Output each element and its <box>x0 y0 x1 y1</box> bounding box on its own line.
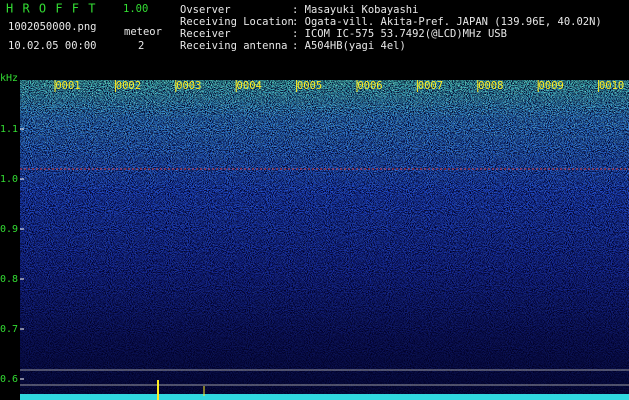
time-label: 0001 <box>55 80 80 92</box>
info-label: Receiver <box>180 28 231 40</box>
time-label: 0005 <box>297 80 322 92</box>
info-value: : Masayuki Kobayashi <box>292 4 418 16</box>
time-label: 0009 <box>539 80 564 92</box>
y-tick-label: 0.9 <box>0 224 18 235</box>
info-label: Receiving antenna <box>180 40 287 52</box>
bottom-band <box>20 394 629 400</box>
time-label: 0006 <box>357 80 382 92</box>
meteor-label: meteor <box>124 26 162 38</box>
y-tick-label: 0.6 <box>0 374 18 385</box>
meteor-count: 2 <box>138 40 144 52</box>
info-label: Ovserver <box>180 4 231 16</box>
timestamp: 10.02.05 00:00 <box>8 40 97 52</box>
info-value: : A504HB(yagi 4el) <box>292 40 406 52</box>
info-value: : ICOM IC-575 53.7492(@LCD)MHz USB <box>292 28 507 40</box>
y-tick-label: 0.8 <box>0 274 18 285</box>
axis: 1.1 1.0 0.9 0.8 0.7 0.6 0001 0002 0003 0004 0005 00… <box>0 80 624 385</box>
time-label: 0003 <box>176 80 201 92</box>
app-name: H R O F F T <box>6 2 96 16</box>
file-name: 1002050000.png <box>8 21 97 33</box>
y-tick-label: 1.1 <box>0 124 18 135</box>
time-label: 0007 <box>418 80 443 92</box>
y-tick-label: 1.0 <box>0 174 18 185</box>
app-version: 1.00 <box>123 3 148 15</box>
time-label: 0008 <box>478 80 503 92</box>
time-label: 0002 <box>116 80 141 92</box>
info-value: : Ogata-vill. Akita-Pref. JAPAN (139.96E… <box>292 16 602 28</box>
time-label: 0004 <box>237 80 262 92</box>
y-tick-label: 0.7 <box>0 324 18 335</box>
spectrogram-hotspots <box>20 80 629 400</box>
info-label: Receiving Location <box>180 16 294 28</box>
time-label: 0010 <box>599 80 624 92</box>
y-unit: kHz <box>0 73 18 84</box>
